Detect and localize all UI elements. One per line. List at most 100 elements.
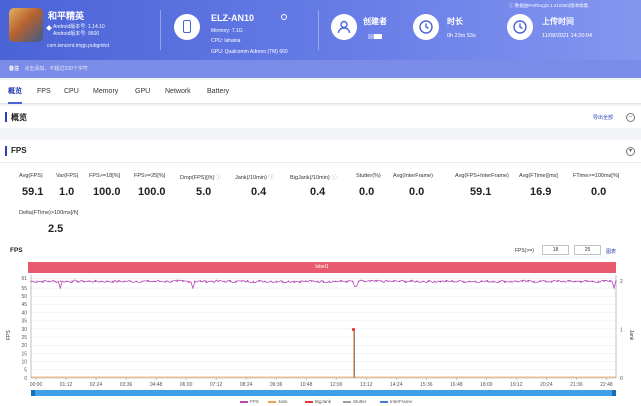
fps-point xyxy=(199,280,202,283)
overview-section-header: 概览 导出全部 – xyxy=(0,106,641,128)
zoom-handle-left[interactable] xyxy=(31,390,35,396)
legend-swatch xyxy=(380,401,388,403)
legend-label: BigJank xyxy=(315,399,332,404)
fps-point xyxy=(36,280,38,283)
fps-point xyxy=(410,280,412,283)
legend-item[interactable]: BigJank xyxy=(305,399,331,404)
tab-network[interactable]: Network xyxy=(165,88,191,95)
fps-point xyxy=(556,280,559,283)
fps-point xyxy=(445,280,448,283)
fps-point xyxy=(47,280,50,283)
remark-label: 备注 xyxy=(9,66,20,72)
tab-battery[interactable]: Battery xyxy=(207,88,230,95)
collapse-overview-icon[interactable]: – xyxy=(626,113,635,122)
x-tick-label: 03:36 xyxy=(120,382,133,388)
label-band[interactable]: label1 xyxy=(28,262,616,273)
fps-point xyxy=(235,280,237,283)
x-tick-label: 09:36 xyxy=(270,382,283,388)
x-tick-label: 02:24 xyxy=(90,382,103,388)
fps-point xyxy=(94,280,97,283)
metric-tabs: 概览 FPS CPU Memory GPU Network Battery xyxy=(0,80,641,104)
info-icon[interactable]: ⓘ xyxy=(213,175,221,181)
fps-point xyxy=(387,280,389,283)
fps-point xyxy=(229,280,231,283)
tab-overview[interactable]: 概览 xyxy=(8,80,22,104)
fps-point xyxy=(123,280,126,283)
fps-point xyxy=(340,280,342,283)
fps-point xyxy=(53,280,56,283)
remark-bar[interactable]: 备注 点击添加，不超过200个字符 xyxy=(0,60,641,78)
fps-point xyxy=(30,280,32,283)
tab-cpu[interactable]: CPU xyxy=(64,88,79,95)
info-icon[interactable]: ⓘ xyxy=(329,175,337,181)
legend-item[interactable]: Jank xyxy=(268,399,288,404)
metric-label: Jank(/10min) ⓘ xyxy=(235,175,274,181)
app-package: com.tencent.tmgp.pubgmhd xyxy=(47,43,109,49)
collapse-fps-icon[interactable]: ▾ xyxy=(626,147,635,156)
legend-item[interactable]: FPS xyxy=(240,399,259,404)
fps-point xyxy=(521,280,524,283)
legend-item[interactable]: Stutter xyxy=(343,399,366,404)
y-tick-label: 5 xyxy=(24,368,27,374)
section-marker xyxy=(5,146,7,156)
x-tick-label: 08:24 xyxy=(240,382,253,388)
x-tick-label: 22:48 xyxy=(600,382,613,388)
fps-point xyxy=(515,280,518,283)
chart-zoom-scrollbar[interactable] xyxy=(31,390,616,396)
legend-item[interactable]: InterFrame xyxy=(380,399,412,404)
export-all-link[interactable]: 导出全部 xyxy=(593,115,614,121)
y-axis-left-label: FPS xyxy=(6,329,12,339)
metric-value: 100.0 xyxy=(138,186,166,198)
fps-point xyxy=(334,280,336,283)
fps-point xyxy=(469,280,471,283)
creator-toggle[interactable] xyxy=(368,34,382,39)
fps-chart[interactable]: FPS Jank 0 5 10 15 20 25 30 35 40 45 50 55 61 0 1 2 00:00 0… xyxy=(0,273,641,390)
fps-point xyxy=(305,280,307,283)
x-tick-label: 12:00 xyxy=(330,382,343,388)
tab-memory[interactable]: Memory xyxy=(93,88,119,95)
chart-link[interactable]: 图表 xyxy=(606,249,617,255)
fps-point xyxy=(194,280,196,283)
legend-swatch xyxy=(343,401,351,403)
fps-threshold-input-2[interactable]: 25 xyxy=(574,245,601,255)
fps-point xyxy=(211,280,214,283)
fps-point xyxy=(510,280,512,283)
device-info-icon[interactable] xyxy=(281,14,287,20)
legend-label: FPS xyxy=(250,399,259,404)
metric-label: FTime>=100ms[%] xyxy=(573,173,620,179)
fps-point xyxy=(328,280,331,283)
x-tick-label: 06:00 xyxy=(180,382,193,388)
x-tick-label: 14:24 xyxy=(390,382,403,388)
fps-point xyxy=(527,280,529,283)
fps-point xyxy=(533,280,535,283)
metric-value: 1.0 xyxy=(59,186,75,198)
fps-point xyxy=(252,280,254,283)
fps-point xyxy=(463,280,465,283)
metric-label: FPS>=25[%] xyxy=(134,173,166,179)
fps-point xyxy=(170,280,173,283)
fps-point xyxy=(182,280,184,283)
fps-point xyxy=(311,280,313,283)
chart-title: FPS xyxy=(10,247,23,254)
fps-point xyxy=(609,280,611,283)
x-tick-label: 19:12 xyxy=(510,382,523,388)
chart-legend: FPS Jank BigJank Stutter InterFrame xyxy=(0,399,641,406)
metric-label: Stutter(%) xyxy=(356,173,381,179)
fps-panel: FPS ▾ Avg(FPS) 59.1 Var(FPS) 1.0 FPS>=18[%] 1… xyxy=(0,140,641,406)
info-icon[interactable]: ⓘ xyxy=(266,175,274,181)
fps-point xyxy=(416,280,418,283)
fps-threshold-input-1[interactable]: 18 xyxy=(542,245,569,255)
y-tick-label: 35 xyxy=(21,319,27,325)
x-tick-label: 15:36 xyxy=(420,382,433,388)
tab-fps[interactable]: FPS xyxy=(37,88,51,95)
y-tick-label: 61 xyxy=(21,276,27,282)
tab-gpu[interactable]: GPU xyxy=(135,88,151,95)
fps-point xyxy=(316,280,319,283)
y-right-tick-label: 2 xyxy=(620,279,623,285)
remark-placeholder[interactable]: 点击添加，不超过200个字符 xyxy=(24,66,88,72)
fps-point xyxy=(205,280,208,283)
device-name: ELZ-AN10 xyxy=(211,13,255,23)
x-tick-label: 04:48 xyxy=(150,382,163,388)
fps-point xyxy=(568,280,570,283)
zoom-handle-right[interactable] xyxy=(612,390,616,396)
